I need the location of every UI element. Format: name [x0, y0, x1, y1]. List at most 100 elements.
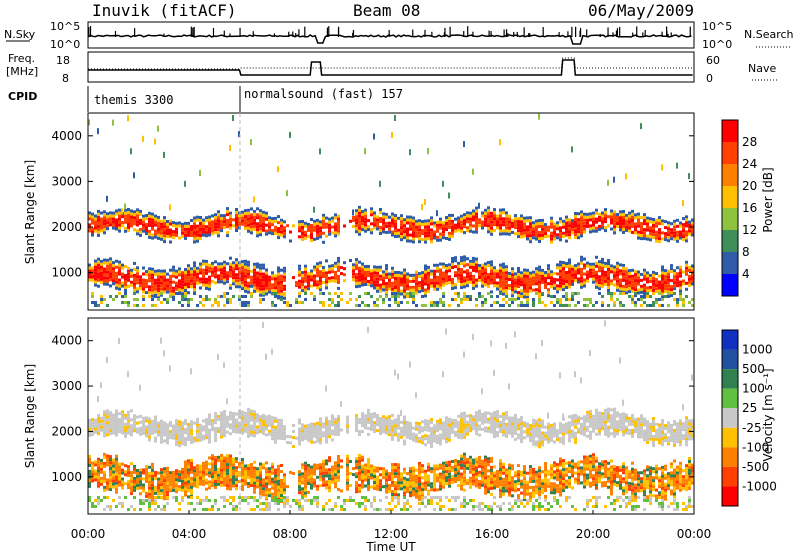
data-cell — [502, 232, 505, 235]
data-cell — [526, 304, 529, 307]
data-cell — [337, 224, 340, 227]
data-cell — [175, 231, 178, 234]
data-cell — [220, 280, 223, 283]
data-cell — [250, 410, 253, 413]
data-cell — [148, 291, 151, 294]
data-cell — [355, 304, 358, 307]
data-cell — [361, 213, 364, 216]
data-cell — [646, 220, 649, 223]
data-cell — [361, 468, 364, 471]
data-cell — [586, 271, 589, 274]
data-cell — [166, 473, 169, 476]
data-cell — [235, 466, 238, 469]
data-cell — [541, 281, 544, 284]
data-cell — [439, 275, 442, 278]
data-cell — [322, 292, 325, 295]
data-cell — [682, 235, 685, 238]
data-cell — [106, 221, 109, 224]
data-cell — [262, 217, 265, 220]
data-cell — [346, 458, 349, 461]
data-cell — [163, 491, 166, 494]
data-cell — [334, 479, 337, 482]
data-cell — [172, 434, 175, 437]
data-cell — [100, 224, 103, 227]
data-cell — [169, 295, 172, 298]
data-cell — [415, 280, 418, 283]
data-cell — [307, 278, 310, 281]
data-cell — [169, 241, 172, 244]
data-cell — [568, 277, 571, 280]
data-cell — [616, 216, 619, 219]
data-cell — [634, 288, 637, 291]
data-cell — [130, 492, 133, 495]
data-cell — [229, 301, 232, 304]
data-cell — [424, 304, 427, 307]
data-cell — [307, 223, 310, 226]
data-cell — [187, 480, 190, 483]
data-cell — [103, 486, 106, 489]
data-cell — [472, 257, 475, 260]
data-cell — [391, 216, 394, 219]
data-cell — [286, 441, 289, 444]
data-cell — [127, 480, 130, 483]
data-cell — [445, 222, 448, 225]
data-cell — [529, 240, 532, 243]
data-cell — [169, 421, 172, 424]
data-cell — [280, 437, 283, 440]
data-cell — [184, 225, 187, 228]
data-cell — [367, 499, 370, 502]
data-cell — [658, 298, 661, 301]
data-cell — [325, 462, 328, 465]
data-cell — [532, 304, 535, 307]
data-cell — [220, 421, 223, 424]
data-cell — [505, 223, 508, 226]
data-cell — [460, 298, 463, 301]
data-cell — [331, 478, 334, 481]
data-cell — [97, 279, 100, 282]
data-cell — [328, 459, 331, 462]
data-cell — [586, 298, 589, 301]
data-cell — [184, 422, 187, 425]
data-cell — [193, 481, 196, 484]
data-cell — [373, 271, 376, 274]
data-cell — [166, 476, 169, 479]
data-cell — [325, 423, 328, 426]
data-cell — [592, 230, 595, 233]
data-cell — [169, 287, 172, 290]
data-cell — [397, 217, 400, 220]
data-cell — [622, 225, 625, 228]
data-cell — [130, 480, 133, 483]
data-cell — [298, 295, 301, 298]
data-cell — [481, 279, 484, 282]
data-cell — [148, 502, 151, 505]
data-cell — [490, 290, 493, 293]
data-cell — [304, 425, 307, 428]
data-cell — [193, 437, 196, 440]
data-cell — [535, 232, 538, 235]
data-cell — [217, 295, 220, 298]
data-cell — [367, 473, 370, 476]
data-cell — [319, 420, 322, 423]
freq-label: Freq. — [8, 52, 35, 65]
data-cell — [439, 287, 442, 290]
data-cell — [301, 238, 304, 241]
data-cell — [145, 431, 148, 434]
data-cell — [109, 260, 112, 263]
data-cell — [142, 136, 144, 142]
data-cell — [310, 227, 313, 230]
data-cell — [427, 237, 430, 240]
data-cell — [538, 269, 541, 272]
data-cell — [238, 285, 241, 288]
data-cell — [271, 496, 274, 499]
data-cell — [298, 274, 301, 277]
data-cell — [607, 180, 609, 186]
data-cell — [226, 425, 229, 428]
data-cell — [529, 278, 532, 281]
data-cell — [454, 259, 457, 262]
data-cell — [496, 221, 499, 224]
data-cell — [412, 301, 415, 304]
data-cell — [208, 420, 211, 423]
data-cell — [271, 422, 274, 425]
data-cell — [325, 468, 328, 471]
data-cell — [232, 415, 235, 418]
